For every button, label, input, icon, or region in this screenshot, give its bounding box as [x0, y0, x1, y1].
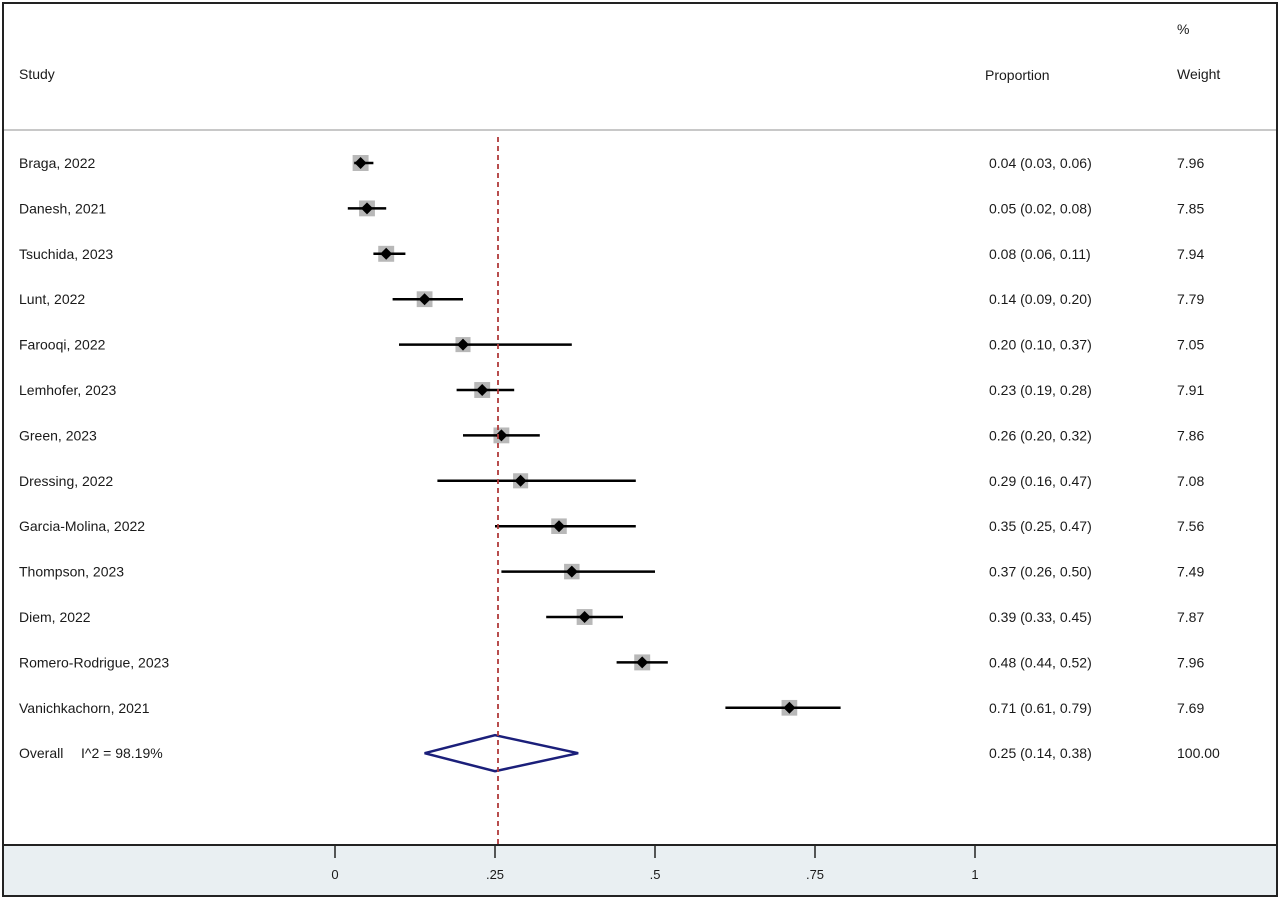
proportion-ci-text: 0.26 (0.20, 0.32): [989, 427, 1092, 443]
study-label: Romero-Rodrigue, 2023: [19, 654, 169, 670]
weight-value: 7.94: [1177, 246, 1204, 262]
header-weight-percent: %: [1177, 21, 1189, 37]
study-label: Green, 2023: [19, 427, 97, 443]
x-tick-label: .5: [650, 867, 661, 882]
proportion-ci-text: 0.39 (0.33, 0.45): [989, 609, 1092, 625]
weight-value: 7.96: [1177, 654, 1204, 670]
weight-value: 7.96: [1177, 155, 1204, 171]
proportion-ci-text: 0.29 (0.16, 0.47): [989, 473, 1092, 489]
weight-value: 7.08: [1177, 473, 1204, 489]
point-estimate: [553, 520, 565, 533]
study-label: Dressing, 2022: [19, 473, 113, 489]
point-estimate: [418, 293, 431, 306]
overall-weight: 100.00: [1177, 745, 1220, 761]
point-estimate: [354, 157, 367, 169]
study-row: Garcia-Molina, 2022 0.35 (0.25, 0.47) 7.56: [19, 518, 1204, 534]
point-estimate: [476, 384, 489, 396]
study-label: Thompson, 2023: [19, 564, 124, 580]
study-row: Tsuchida, 2023 0.08 (0.06, 0.11) 7.94: [19, 246, 1204, 262]
weight-value: 7.91: [1177, 382, 1204, 398]
study-label: Tsuchida, 2023: [19, 246, 113, 262]
overall-label: Overall: [19, 745, 63, 761]
proportion-ci-text: 0.37 (0.26, 0.50): [989, 564, 1092, 580]
point-estimate: [457, 338, 469, 351]
study-label: Garcia-Molina, 2022: [19, 518, 145, 534]
study-label: Diem, 2022: [19, 609, 91, 625]
x-tick-label: 0: [331, 867, 338, 882]
study-row: Farooqi, 2022 0.20 (0.10, 0.37) 7.05: [19, 337, 1204, 353]
weight-value: 7.69: [1177, 700, 1204, 716]
x-axis-band: [4, 845, 1276, 895]
study-label: Danesh, 2021: [19, 200, 106, 216]
overall-diamond: [424, 733, 579, 773]
study-label: Vanichkachorn, 2021: [19, 700, 150, 716]
point-estimate: [514, 474, 527, 487]
proportion-ci-text: 0.14 (0.09, 0.20): [989, 291, 1092, 307]
study-row: Thompson, 2023 0.37 (0.26, 0.50) 7.49: [19, 564, 1204, 580]
point-estimate: [578, 611, 591, 623]
overall-row: Overall I^2 = 98.19% 0.25 (0.14, 0.38) 100.…: [19, 733, 1220, 773]
study-row: Dressing, 2022 0.29 (0.16, 0.47) 7.08: [19, 473, 1204, 489]
study-row: Vanichkachorn, 2021 0.71 (0.61, 0.79) 7.69: [19, 700, 1204, 716]
weight-value: 7.79: [1177, 291, 1204, 307]
overall-ci-text: 0.25 (0.14, 0.38): [989, 745, 1092, 761]
proportion-ci-text: 0.35 (0.25, 0.47): [989, 518, 1092, 534]
proportion-ci-text: 0.20 (0.10, 0.37): [989, 337, 1092, 353]
weight-value: 7.56: [1177, 518, 1204, 534]
study-row: Diem, 2022 0.39 (0.33, 0.45) 7.87: [19, 609, 1204, 625]
header-proportion: Proportion: [985, 67, 1050, 83]
study-row: Lemhofer, 2023 0.23 (0.19, 0.28) 7.91: [19, 382, 1204, 398]
point-estimate: [361, 202, 373, 215]
x-tick-label: .75: [806, 867, 824, 882]
study-row: Lunt, 2022 0.14 (0.09, 0.20) 7.79: [19, 291, 1204, 307]
study-rows: Braga, 2022 0.04 (0.03, 0.06) 7.96 Danesh, …: [19, 155, 1204, 716]
x-tick-label: .25: [486, 867, 504, 882]
proportion-ci-text: 0.08 (0.06, 0.11): [989, 246, 1091, 262]
weight-value: 7.05: [1177, 337, 1204, 353]
proportion-ci-text: 0.71 (0.61, 0.79): [989, 700, 1092, 716]
x-axis: 0 .25 .5 .75 1: [331, 845, 979, 882]
proportion-ci-text: 0.05 (0.02, 0.08): [989, 200, 1092, 216]
x-tick-label: 1: [971, 867, 978, 882]
header-weight: Weight: [1177, 66, 1220, 82]
weight-value: 7.86: [1177, 427, 1204, 443]
study-row: Green, 2023 0.26 (0.20, 0.32) 7.86: [19, 427, 1204, 443]
study-row: Braga, 2022 0.04 (0.03, 0.06) 7.96: [19, 155, 1204, 171]
proportion-ci-text: 0.48 (0.44, 0.52): [989, 654, 1092, 670]
weight-value: 7.85: [1177, 200, 1204, 216]
point-estimate: [636, 656, 649, 669]
weight-value: 7.87: [1177, 609, 1204, 625]
point-estimate: [783, 701, 796, 714]
study-label: Braga, 2022: [19, 155, 95, 171]
study-row: Danesh, 2021 0.05 (0.02, 0.08) 7.85: [19, 200, 1204, 216]
study-row: Romero-Rodrigue, 2023 0.48 (0.44, 0.52) 7.…: [19, 654, 1204, 670]
proportion-ci-text: 0.23 (0.19, 0.28): [989, 382, 1092, 398]
header-study: Study: [19, 66, 55, 82]
point-estimate: [380, 247, 393, 260]
study-label: Lemhofer, 2023: [19, 382, 117, 398]
weight-value: 7.49: [1177, 564, 1204, 580]
study-label: Farooqi, 2022: [19, 337, 106, 353]
heterogeneity-stat: I^2 = 98.19%: [81, 745, 163, 761]
point-estimate: [565, 565, 578, 578]
proportion-ci-text: 0.04 (0.03, 0.06): [989, 155, 1092, 171]
study-label: Lunt, 2022: [19, 291, 85, 307]
